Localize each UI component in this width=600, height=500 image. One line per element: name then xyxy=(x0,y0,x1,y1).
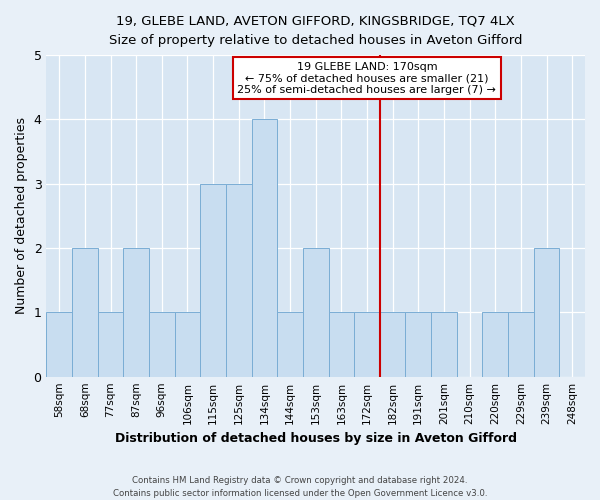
Bar xyxy=(124,248,149,376)
Bar xyxy=(431,312,457,376)
Bar xyxy=(277,312,303,376)
Bar xyxy=(46,312,72,376)
Y-axis label: Number of detached properties: Number of detached properties xyxy=(15,118,28,314)
Title: 19, GLEBE LAND, AVETON GIFFORD, KINGSBRIDGE, TQ7 4LX
Size of property relative t: 19, GLEBE LAND, AVETON GIFFORD, KINGSBRI… xyxy=(109,15,523,47)
Bar xyxy=(482,312,508,376)
Bar xyxy=(508,312,534,376)
Bar xyxy=(354,312,380,376)
Text: Contains HM Land Registry data © Crown copyright and database right 2024.
Contai: Contains HM Land Registry data © Crown c… xyxy=(113,476,487,498)
Bar xyxy=(226,184,251,376)
Bar xyxy=(303,248,329,376)
X-axis label: Distribution of detached houses by size in Aveton Gifford: Distribution of detached houses by size … xyxy=(115,432,517,445)
Bar xyxy=(200,184,226,376)
Bar xyxy=(329,312,354,376)
Bar xyxy=(406,312,431,376)
Bar xyxy=(251,120,277,376)
Text: 19 GLEBE LAND: 170sqm
← 75% of detached houses are smaller (21)
25% of semi-deta: 19 GLEBE LAND: 170sqm ← 75% of detached … xyxy=(238,62,496,94)
Bar xyxy=(175,312,200,376)
Bar xyxy=(380,312,406,376)
Bar xyxy=(98,312,124,376)
Bar xyxy=(149,312,175,376)
Bar xyxy=(72,248,98,376)
Bar xyxy=(534,248,559,376)
